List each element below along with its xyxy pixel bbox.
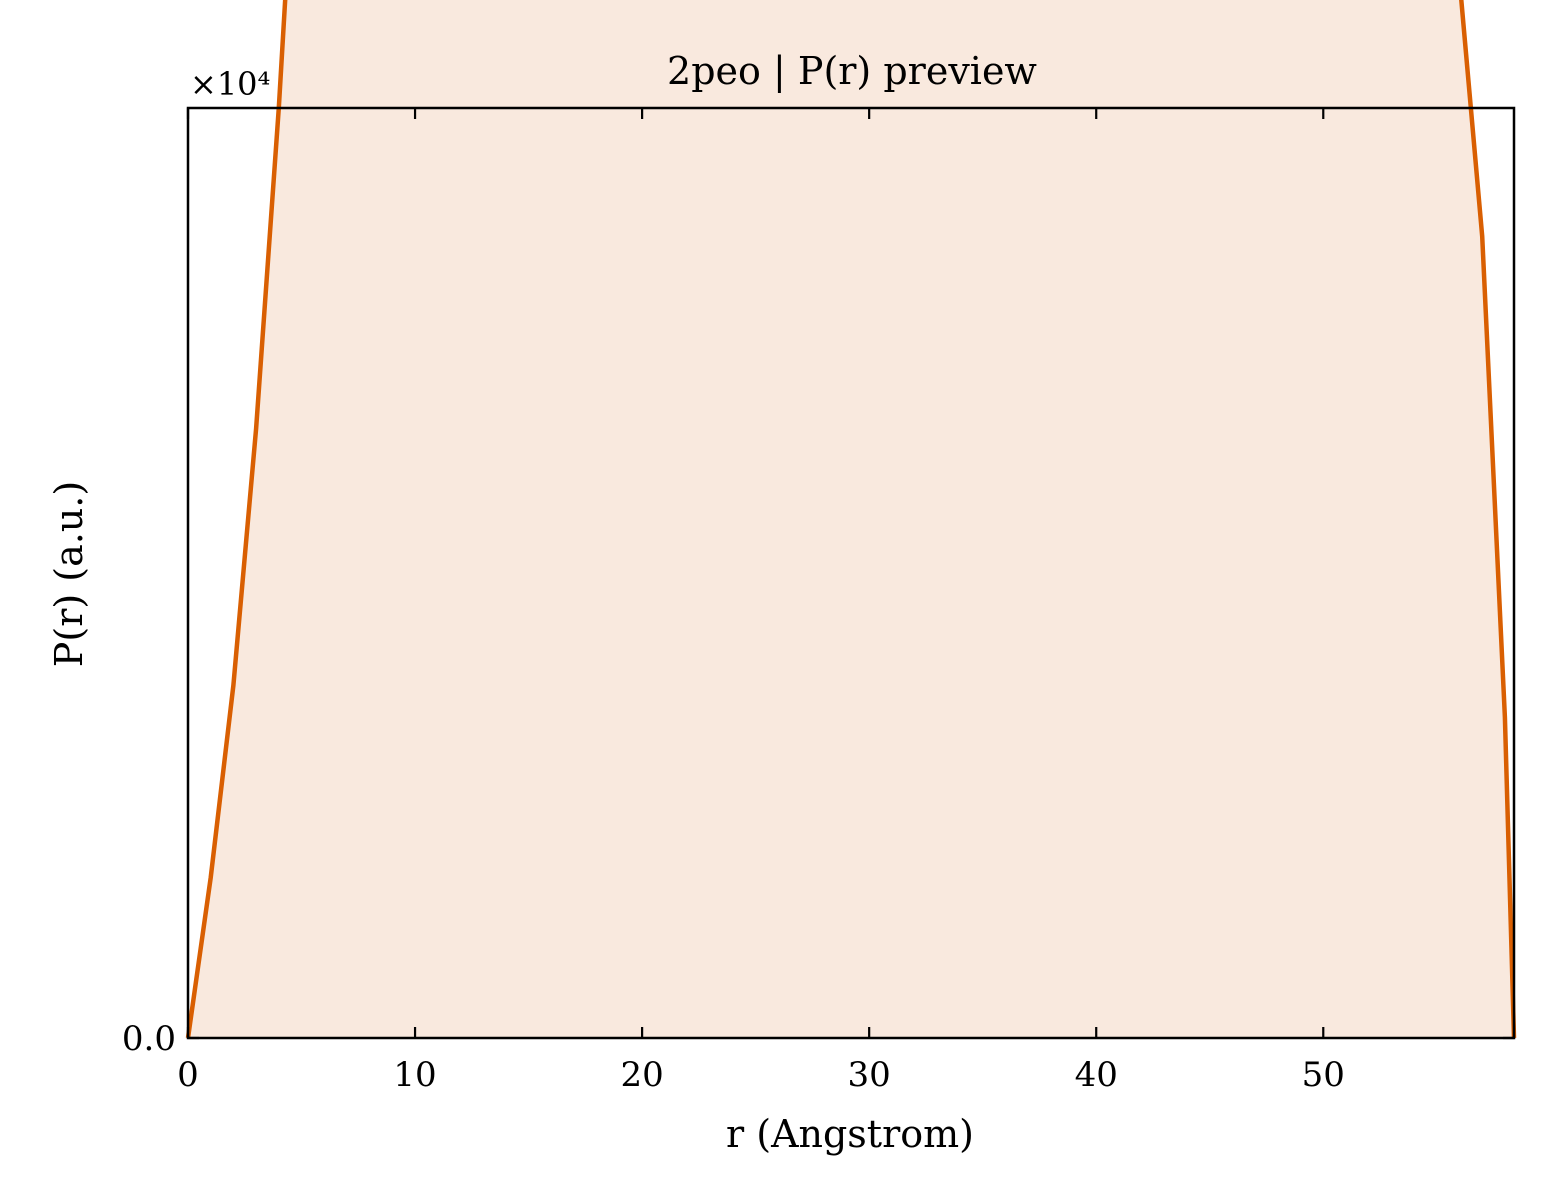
x-tick-label: 40 xyxy=(1075,1055,1118,1095)
x-tick-label: 50 xyxy=(1302,1055,1345,1095)
y-scale-label: ×10⁴ xyxy=(190,65,270,103)
y-axis-label: P(r) (a.u.) xyxy=(47,481,91,667)
x-axis-label: r (Angstrom) xyxy=(726,1112,974,1156)
plot-frame xyxy=(186,106,1516,1040)
x-axis-ticks: 0 10 20 30 40 50 xyxy=(177,108,1345,1095)
area-fill xyxy=(188,0,1514,1038)
chart-title: 2peo | P(r) preview xyxy=(667,49,1037,93)
x-tick-label: 10 xyxy=(393,1055,436,1095)
x-tick-label: 20 xyxy=(620,1055,663,1095)
x-tick-label: 0 xyxy=(177,1055,199,1095)
y-tick-label: 0.0 xyxy=(122,1019,176,1059)
x-tick-label: 30 xyxy=(848,1055,891,1095)
y-axis-ticks: 0.00.51.01.52.02.5 xyxy=(122,1019,1514,1059)
